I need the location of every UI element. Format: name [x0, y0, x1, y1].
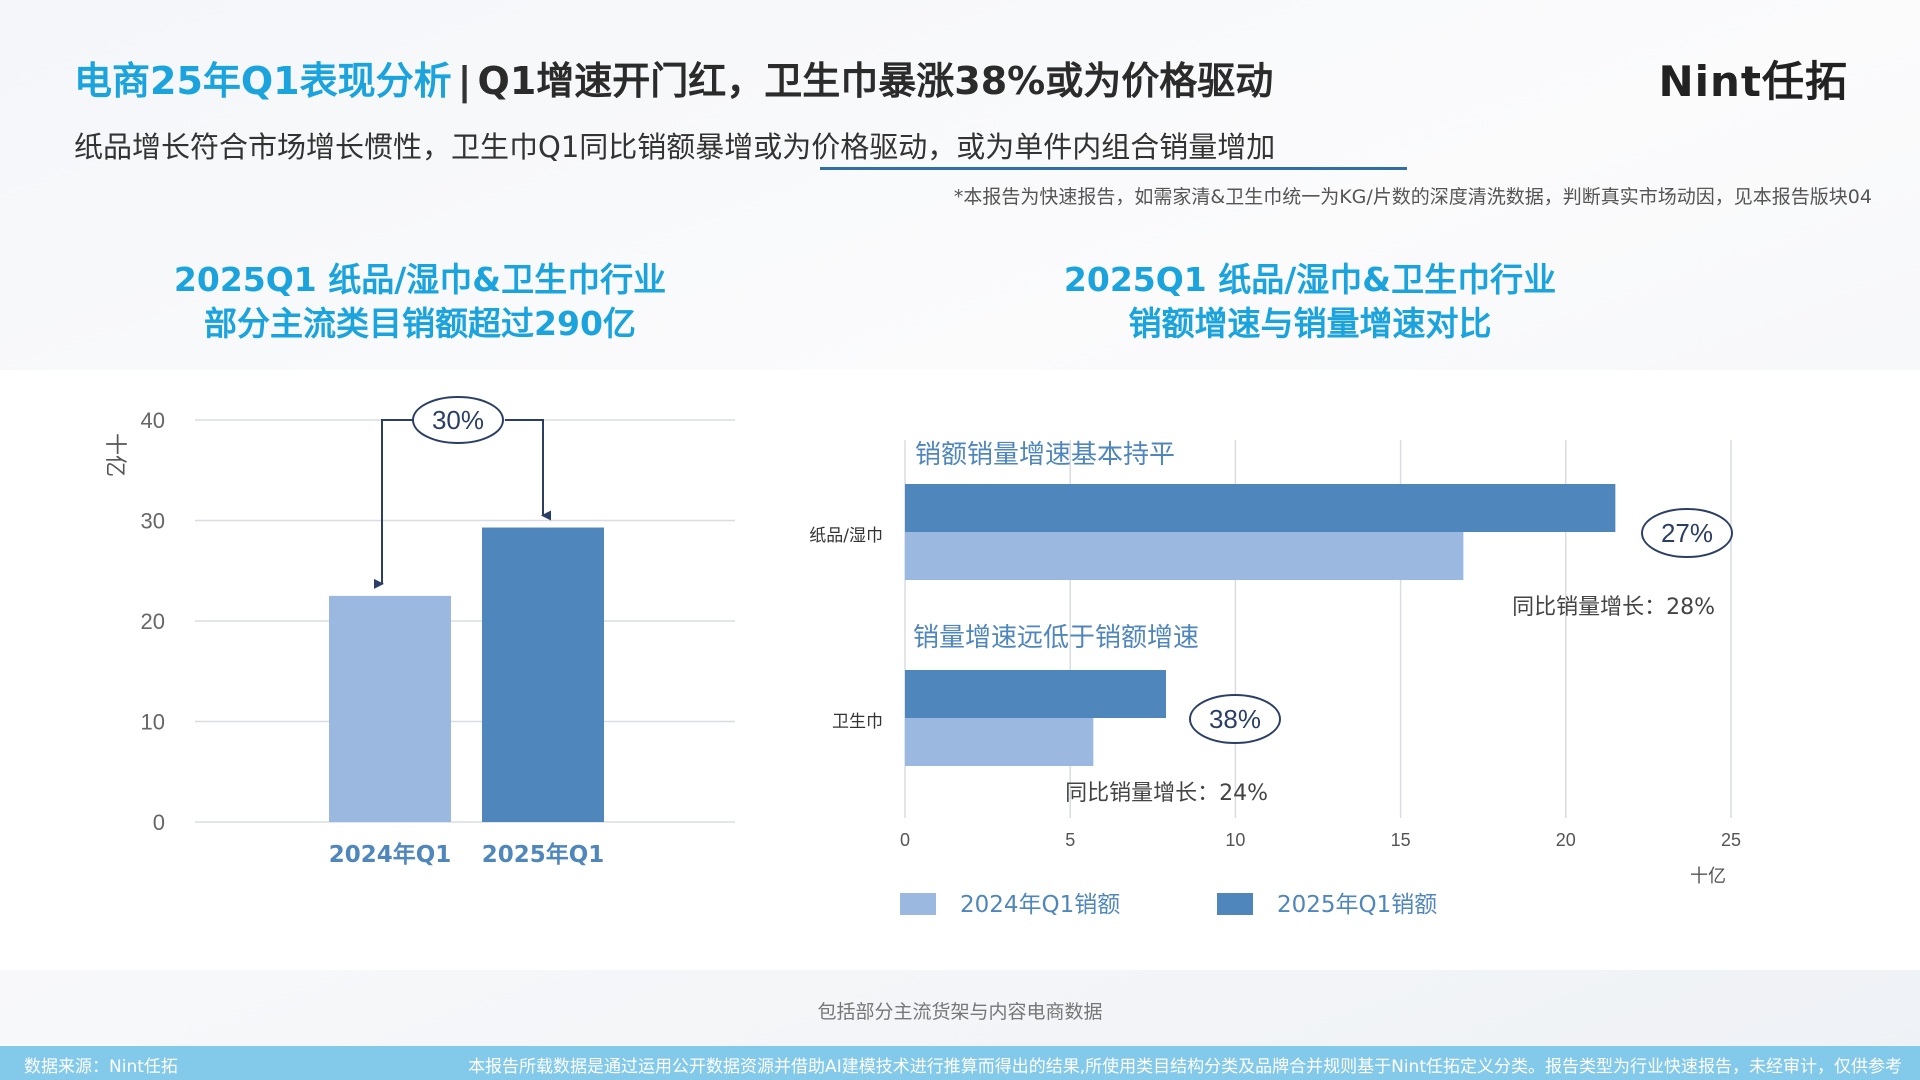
title-rest: Q1增速开门红，卫生巾暴涨38%或为价格驱动 — [477, 59, 1274, 103]
report-note: *本报告为快速报告，如需家清&卫生巾统一为KG/片数的深度清洗数据，判断真实市场… — [953, 186, 1872, 208]
right-chart-title: 2025Q1 纸品/湿巾&卫生巾行业 销额增速与销量增速对比 — [960, 258, 1660, 346]
right-growth-bubble — [1189, 694, 1281, 744]
right-x-axis-label: 十亿 — [1690, 866, 1726, 887]
header: 电商25年Q1表现分析 | Q1增速开门红，卫生巾暴涨38%或为价格驱动 Nint任… — [0, 0, 1920, 370]
right-xtick-label: 20 — [1556, 830, 1576, 850]
data-source: 数据来源：Nint任拓 — [24, 1057, 178, 1077]
left-ytick-label: 40 — [141, 408, 165, 433]
right-category-label: 纸品/湿巾 — [809, 526, 883, 546]
title-separator: | — [457, 59, 472, 103]
left-xtick-label: 2024年Q1 — [329, 841, 452, 868]
title-highlight: 电商25年Q1表现分析 — [74, 59, 452, 103]
subtitle-underline — [820, 167, 1407, 170]
right-growth-label: 38% — [1209, 704, 1261, 734]
legend-label-1: 2025年Q1销额 — [1277, 892, 1437, 918]
right-volume-note: 同比销量增长：24% — [1065, 781, 1268, 806]
right-chart-title-line2: 销额增速与销量增速对比 — [1128, 304, 1492, 343]
legend-label-0: 2024年Q1销额 — [960, 892, 1120, 918]
left-growth-bubble — [412, 396, 504, 444]
right-bar-1-0 — [905, 670, 1167, 718]
right-xtick-label: 15 — [1391, 830, 1411, 850]
legend-swatch-1 — [1217, 893, 1253, 915]
left-xtick-label: 2025年Q1 — [482, 841, 605, 868]
left-ytick-label: 0 — [153, 810, 165, 835]
left-chart-title-line1: 2025Q1 纸品/湿巾&卫生巾行业 — [173, 260, 667, 299]
right-group-header: 销额销量增速基本持平 — [915, 440, 1175, 470]
right-chart-title-line1: 2025Q1 纸品/湿巾&卫生巾行业 — [1063, 260, 1557, 299]
right-growth-bubble — [1641, 508, 1733, 558]
footer-note: 包括部分主流货架与内容电商数据 — [817, 1001, 1103, 1023]
left-chart-title-line2: 部分主流类目销额超过290亿 — [204, 304, 636, 343]
right-group-header: 销量增速远低于销额增速 — [913, 623, 1199, 653]
left-arrow-to — [505, 419, 551, 521]
left-ytick-label: 20 — [141, 609, 165, 634]
left-ytick-label: 10 — [141, 710, 165, 735]
right-growth-label: 27% — [1661, 518, 1713, 548]
left-bar-0 — [329, 595, 451, 822]
page-subtitle: 纸品增长符合市场增长惯性，卫生巾Q1同比销额暴增或为价格驱动，或为单件内组合销量… — [74, 130, 1276, 164]
right-xtick-label: 10 — [1225, 830, 1245, 850]
right-bar-0-0 — [905, 484, 1616, 532]
right-category-label: 卫生巾 — [832, 712, 883, 732]
left-ytick-label: 30 — [141, 509, 165, 534]
left-y-axis-label: 十亿 — [102, 433, 127, 477]
left-chart-title: 2025Q1 纸品/湿巾&卫生巾行业 部分主流类目销额超过290亿 — [100, 258, 740, 346]
brand-logo: Nint任拓 — [1658, 57, 1848, 106]
footer-bar: 数据来源：Nint任拓 本报告所载数据是通过运用公开数据资源并借助AI建模技术进… — [0, 1046, 1920, 1080]
right-xtick-label: 25 — [1721, 830, 1741, 850]
right-bar-0-1 — [905, 532, 1464, 580]
right-bar-1-1 — [905, 718, 1094, 766]
left-arrow-from — [374, 419, 415, 589]
left-growth-label: 30% — [432, 405, 484, 435]
page-title: 电商25年Q1表现分析 | Q1增速开门红，卫生巾暴涨38%或为价格驱动 — [74, 50, 1273, 105]
legend-swatch-0 — [900, 893, 936, 915]
right-volume-note: 同比销量增长：28% — [1512, 595, 1715, 620]
left-bar-1 — [482, 527, 604, 822]
right-xtick-label: 5 — [1065, 830, 1075, 850]
right-xtick-label: 0 — [900, 830, 910, 850]
disclaimer: 本报告所载数据是通过运用公开数据资源并借助AI建模技术进行推算而得出的结果,所使… — [468, 1057, 1902, 1077]
